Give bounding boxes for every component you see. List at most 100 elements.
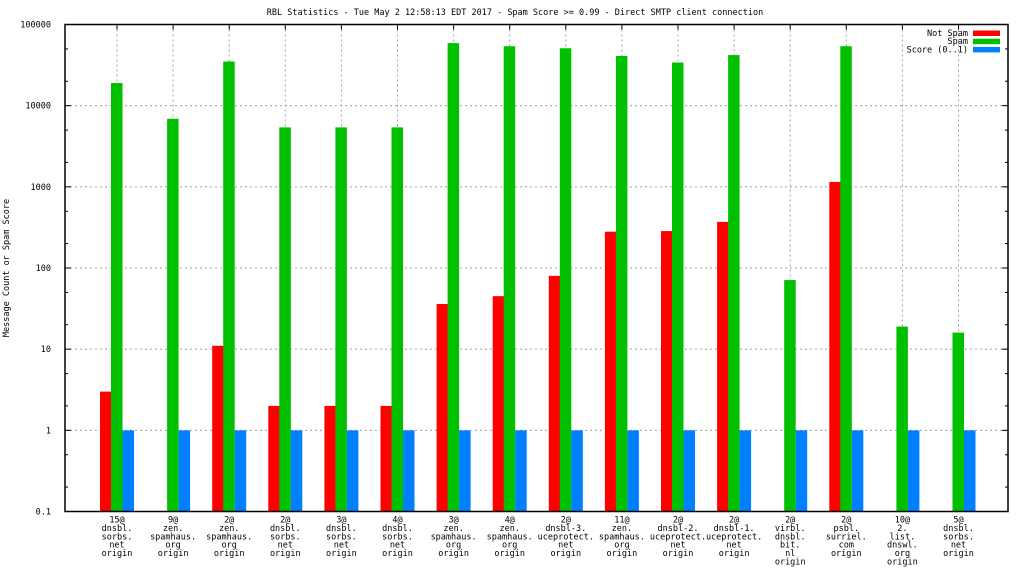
x-tick-label-line: net (334, 541, 349, 551)
x-tick-label: 2@ psbl. surriel. com origin (826, 516, 867, 560)
bar-not-spam (436, 304, 449, 512)
x-tick-label-line: 2. (897, 524, 907, 534)
x-tick-label-line: 2@ (841, 516, 851, 526)
bar-not-spam (212, 345, 224, 512)
x-tick-label-line: net (278, 541, 293, 551)
x-tick-label-line: sorbs. (382, 532, 413, 542)
x-tick-label-line: uceprotect. (650, 532, 706, 542)
x-tick-label-line: surriel. (826, 532, 867, 542)
bar-not-spam (268, 405, 280, 512)
bar-score-0-1 (851, 430, 864, 512)
y-axis-label: Message Count or Spam Score (2, 199, 12, 337)
bar-spam (391, 127, 403, 512)
x-tick-label: 9@ zen. spamhaus. org origin (150, 516, 196, 560)
x-tick-label: 2@ zen. spamhaus. org origin (206, 516, 252, 560)
x-tick-label-line: spamhaus. (431, 532, 477, 542)
y-tick-label: 0.1 (36, 508, 51, 518)
bar-score-0-1 (683, 430, 695, 512)
x-tick-label-line: dnsbl. (270, 524, 301, 534)
bar-not-spam (604, 231, 617, 512)
x-tick-label-line: zen. (612, 524, 632, 534)
x-tick-label-line: spamhaus. (487, 532, 533, 542)
bar-score-0-1 (122, 430, 134, 512)
x-tick-label-line: origin (943, 549, 974, 559)
legend-swatch (973, 46, 1000, 53)
x-tick-label-line: 2@ (673, 516, 683, 526)
y-tick-label: 10000 (25, 102, 51, 112)
x-tick-label-line: sorbs. (270, 532, 301, 542)
x-tick-label-line: origin (775, 558, 806, 568)
x-tick-label-line: virbl. (775, 524, 806, 534)
bar-score-0-1 (795, 430, 808, 512)
x-tick-label-line: uceprotect. (538, 532, 594, 542)
bar-not-spam (380, 405, 392, 512)
chart-title: RBL Statistics - Tue May 2 12:58:13 EDT … (267, 8, 763, 18)
bar-score-0-1 (234, 430, 247, 512)
x-tick-label-line: 2@ (280, 516, 290, 526)
x-tick-label-line: psbl. (834, 524, 860, 534)
x-tick-label-line: dnsbl-1. (714, 524, 755, 534)
bar-score-0-1 (964, 430, 976, 512)
x-tick-label-line: origin (326, 549, 357, 559)
x-tick-label-line: origin (102, 549, 133, 559)
bar-score-0-1 (571, 430, 583, 512)
bar-spam (615, 55, 628, 512)
x-tick-label-line: dnsbl. (775, 532, 806, 542)
x-tick-label-line: 2@ (561, 516, 571, 526)
legend-swatch (973, 30, 1000, 36)
x-tick-label-line: zen. (443, 524, 463, 534)
bar-score-0-1 (739, 430, 752, 512)
x-tick-label-line: 2@ (785, 516, 795, 526)
bar-not-spam (548, 275, 561, 512)
x-tick-label-line: 2@ (729, 516, 739, 526)
x-tick-label-line: 3@ (336, 516, 346, 526)
x-tick-label-line: origin (382, 549, 413, 559)
x-tick-label: 2@ dnsbl-1. uceprotect. net origin (706, 516, 762, 560)
bar-spam (784, 280, 796, 512)
x-tick-label-line: dnsbl. (382, 524, 413, 534)
legend-swatch (973, 38, 1000, 45)
x-tick-label-line: 10@ (895, 516, 910, 526)
x-tick-label: 2@ dnsbl. sorbs. net origin (270, 516, 301, 560)
x-tick-label-line: origin (607, 549, 638, 559)
x-tick-label-line: net (951, 541, 966, 551)
x-tick-label-line: origin (663, 549, 694, 559)
x-tick-label-line: sorbs. (943, 532, 974, 542)
x-tick-label-line: net (390, 541, 405, 551)
x-tick-label-line: org (165, 541, 180, 551)
x-tick-label-line: dnsbl. (102, 524, 133, 534)
bar-spam (111, 83, 123, 512)
bar-score-0-1 (627, 430, 639, 512)
x-tick-label-line: net (109, 541, 124, 551)
bar-spam (167, 118, 179, 512)
x-tick-label-line: net (670, 541, 685, 551)
bar-not-spam (829, 181, 841, 512)
x-tick-label: 4@ dnsbl. sorbs. net origin (382, 516, 413, 560)
bar-spam (279, 127, 291, 512)
x-tick-label: 2@ dnsbl-2. uceprotect. net origin (650, 516, 706, 560)
x-tick-label-line: 15@ (109, 516, 124, 526)
x-tick-label-line: origin (494, 549, 525, 559)
bar-spam (559, 48, 572, 512)
x-tick-label-line: zen. (499, 524, 519, 534)
bar-spam (840, 46, 852, 512)
x-tick-label-line: org (222, 541, 237, 551)
bar-spam (952, 332, 964, 512)
bar-not-spam (717, 221, 729, 512)
x-tick-label-line: 9@ (168, 516, 178, 526)
x-tick-label-line: sorbs. (326, 532, 357, 542)
x-tick-label-line: net (558, 541, 573, 551)
x-tick-label-line: origin (158, 549, 189, 559)
x-tick-label-line: 4@ (392, 516, 402, 526)
x-tick-label-line: org (502, 541, 517, 551)
x-tick-label-line: 5@ (953, 516, 963, 526)
x-tick-label-line: org (895, 549, 910, 559)
bar-score-0-1 (346, 430, 359, 512)
legend-label: Spam (948, 37, 968, 47)
x-tick-label-line: dnsbl-2. (658, 524, 699, 534)
x-tick-label-line: spamhaus. (150, 532, 196, 542)
x-tick-label-line: origin (438, 549, 469, 559)
x-tick-label-line: uceprotect. (706, 532, 762, 542)
